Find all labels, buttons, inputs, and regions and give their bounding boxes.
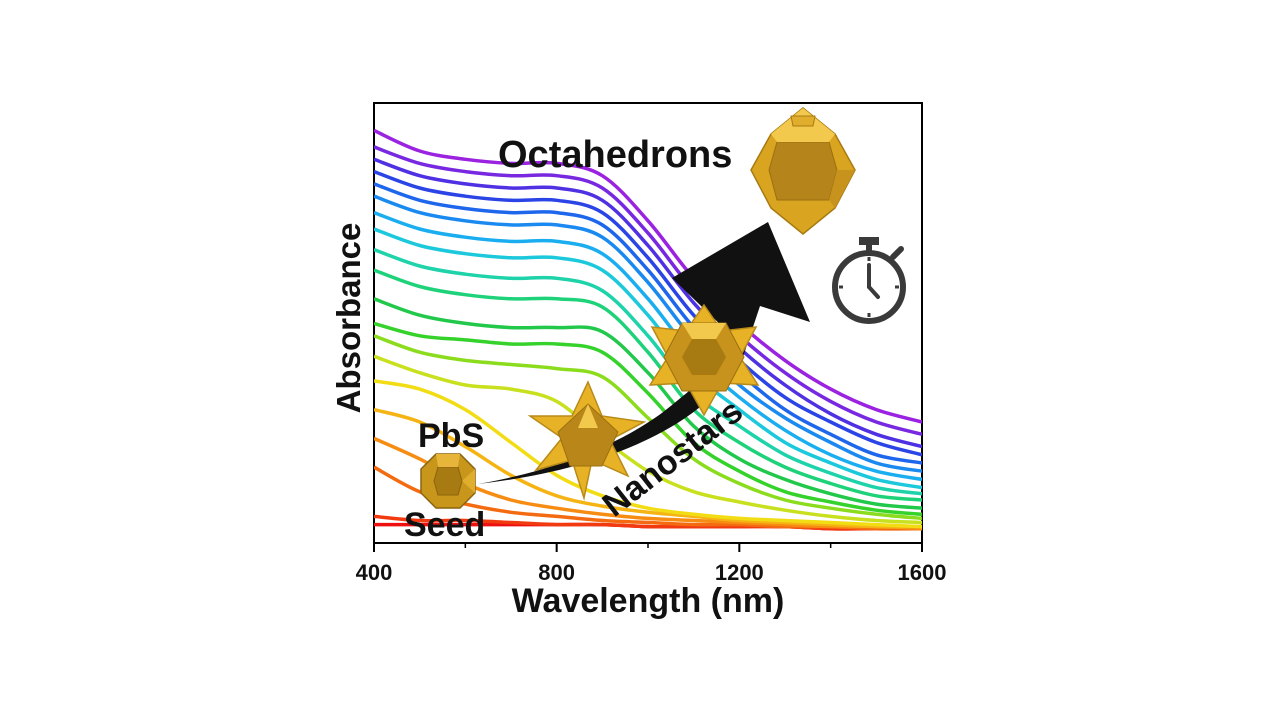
- nanostar-large-icon: [648, 303, 760, 417]
- spectrum-line-7: [374, 354, 922, 525]
- octahedron-crystal-icon: [750, 107, 856, 235]
- x-tick-label: 400: [356, 560, 393, 585]
- spectrum-line-17: [374, 169, 922, 457]
- spectrum-line-14: [374, 210, 922, 482]
- spectrum-line-18: [374, 157, 922, 449]
- annotation-octahedrons: Octahedrons: [498, 134, 732, 176]
- series-layer: [374, 128, 922, 531]
- spectrum-line-12: [374, 247, 922, 496]
- stopwatch-icon: [832, 237, 906, 324]
- spectrum-line-2: [374, 514, 922, 531]
- x-axis: 400 800 1200 1600: [356, 543, 947, 585]
- growth-arrow-icon: [478, 222, 810, 484]
- y-axis-label: Absorbance: [330, 223, 367, 414]
- spectrum-line-16: [374, 182, 922, 465]
- seed-crystal-icon: [420, 453, 476, 509]
- spectrum-line-11: [374, 268, 922, 502]
- spectrum-line-10: [374, 297, 922, 510]
- spectrum-line-13: [374, 227, 922, 490]
- x-tick-label: 1600: [898, 560, 947, 585]
- spectrum-line-8: [374, 334, 922, 521]
- spectrum-line-6: [374, 379, 922, 529]
- x-axis-label: Wavelength (nm): [512, 582, 785, 620]
- nanostar-small-icon: [527, 380, 647, 501]
- spectrum-line-20: [374, 128, 922, 424]
- x-tick-label: 1200: [715, 560, 764, 585]
- spectrum-line-19: [374, 145, 922, 436]
- annotation-seed: Seed: [404, 506, 485, 544]
- spectrum-line-9: [374, 321, 922, 517]
- spectrum-line-15: [374, 194, 922, 473]
- annotation-pbs: PbS: [418, 417, 484, 455]
- x-tick-label: 800: [538, 560, 575, 585]
- spectrum-line-5: [374, 407, 922, 529]
